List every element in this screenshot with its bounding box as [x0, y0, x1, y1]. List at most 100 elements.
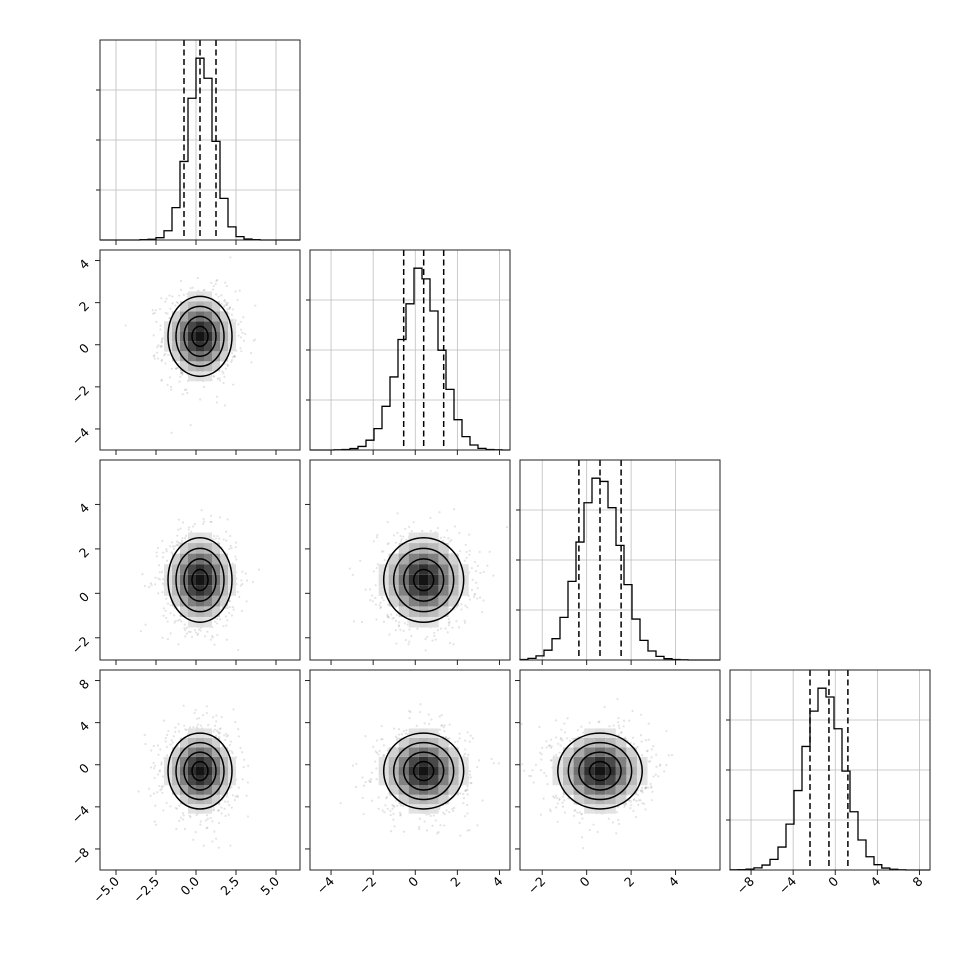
- scatter-point: [386, 520, 389, 524]
- scatter-point: [371, 600, 374, 603]
- scatter-point: [179, 375, 182, 378]
- density-cell: [408, 737, 419, 748]
- scatter-point: [407, 643, 410, 646]
- density-cell: [228, 756, 236, 767]
- y-tick-label: 8: [76, 676, 92, 692]
- scatter-point: [155, 320, 158, 323]
- density-cell: [204, 371, 212, 382]
- scatter-point: [175, 367, 178, 370]
- scatter-point: [159, 345, 162, 348]
- scatter-point: [241, 751, 244, 754]
- scatter-point: [381, 738, 384, 741]
- scatter-point: [392, 616, 396, 620]
- density-cell: [172, 553, 180, 565]
- scatter-point: [235, 541, 238, 544]
- scatter-point: [233, 798, 237, 802]
- density-cell: [398, 785, 409, 795]
- scatter-point: [226, 363, 229, 366]
- scatter-point: [167, 353, 170, 357]
- density-cell: [428, 794, 439, 805]
- scatter-point: [237, 323, 240, 326]
- scatter-point: [399, 813, 402, 816]
- density-cell: [196, 766, 204, 776]
- scatter-point: [166, 383, 169, 386]
- scatter-point: [158, 307, 162, 311]
- density-cell: [438, 747, 449, 757]
- scatter-point: [464, 748, 467, 751]
- scatter-point: [443, 729, 446, 733]
- scatter-point: [231, 752, 234, 755]
- scatter-point: [447, 621, 450, 625]
- scatter-point: [169, 805, 172, 808]
- scatter-point: [396, 736, 399, 740]
- scatter-point: [406, 733, 409, 736]
- scatter-point: [387, 616, 390, 619]
- contour-line: [191, 568, 209, 592]
- scatter-point: [181, 371, 184, 374]
- scatter-point: [361, 796, 364, 800]
- scatter-point: [464, 789, 467, 793]
- scatter-point: [211, 636, 214, 639]
- density-cell: [212, 553, 220, 565]
- scatter-point: [162, 614, 165, 617]
- scatter-point: [182, 293, 186, 296]
- density-cell: [438, 595, 449, 607]
- x-tick-label: −2.5: [130, 874, 162, 906]
- scatter-point: [464, 752, 467, 756]
- scatter-point: [160, 340, 163, 343]
- x-tick-label: 2: [447, 874, 463, 890]
- scatter-point: [408, 525, 411, 529]
- scatter-point: [222, 372, 225, 375]
- density-cell: [448, 775, 459, 786]
- density-cell: [204, 785, 212, 795]
- scatter-point: [398, 811, 402, 815]
- density-cell: [388, 785, 399, 795]
- density-cell: [398, 585, 409, 596]
- scatter-point: [220, 812, 223, 815]
- scatter-point: [232, 318, 235, 321]
- scatter-point: [150, 749, 153, 752]
- density-cell: [172, 351, 180, 362]
- scatter-point: [229, 256, 232, 259]
- contour-line: [183, 558, 217, 602]
- scatter-point: [143, 584, 146, 588]
- scatter-point: [462, 792, 465, 796]
- density-cell: [204, 747, 212, 757]
- scatter-point: [454, 740, 457, 744]
- scatter-point: [398, 733, 401, 736]
- scatter-point: [370, 771, 374, 774]
- density-cell: [180, 775, 188, 786]
- scatter-point: [212, 808, 216, 811]
- density-cell: [204, 311, 212, 322]
- panel-frame: [99, 39, 301, 241]
- scatter-point: [199, 823, 202, 826]
- scatter-point: [141, 573, 144, 576]
- scatter-point: [399, 814, 402, 817]
- scatter-point: [184, 534, 188, 537]
- scatter-point: [164, 352, 167, 355]
- scatter-point: [244, 572, 248, 575]
- density-cell: [188, 291, 196, 302]
- scatter-point: [393, 825, 396, 828]
- scatter-point: [175, 827, 178, 831]
- scatter-point: [229, 544, 232, 547]
- density-cell: [398, 756, 409, 767]
- scatter-point: [211, 288, 215, 291]
- scatter-point: [257, 568, 261, 571]
- density-cell: [212, 756, 220, 767]
- scatter-point: [165, 733, 169, 737]
- scatter-point: [394, 541, 398, 544]
- scatter-point: [192, 838, 195, 841]
- density-cell: [204, 351, 212, 362]
- scatter-point: [464, 543, 467, 546]
- scatter-point: [216, 377, 219, 380]
- x-tick-label: 2.5: [217, 874, 242, 899]
- scatter-point: [462, 797, 466, 800]
- density-cell: [228, 564, 236, 575]
- scatter-point: [377, 796, 380, 799]
- scatter-point: [242, 339, 246, 342]
- scatter-point: [157, 773, 160, 776]
- scatter-point: [153, 357, 156, 360]
- scatter-point: [387, 542, 390, 545]
- density-cell: [428, 804, 439, 814]
